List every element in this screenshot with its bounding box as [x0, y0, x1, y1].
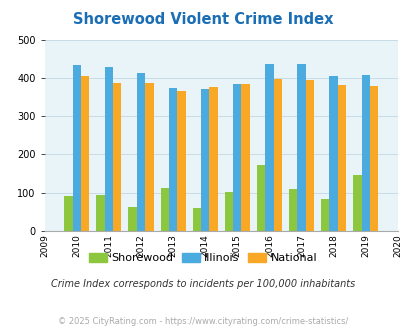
Bar [104, 67, 113, 231]
Bar [305, 80, 313, 231]
Text: Shorewood Violent Crime Index: Shorewood Violent Crime Index [72, 12, 333, 26]
Text: © 2025 CityRating.com - https://www.cityrating.com/crime-statistics/: © 2025 CityRating.com - https://www.city… [58, 317, 347, 326]
Bar [81, 76, 89, 231]
Bar [200, 89, 209, 231]
Bar [177, 90, 185, 231]
Bar [168, 88, 177, 231]
Bar [320, 199, 329, 231]
Bar [136, 73, 145, 231]
Legend: Shorewood, Illinois, National: Shorewood, Illinois, National [84, 248, 321, 267]
Bar [145, 83, 153, 231]
Bar [96, 195, 104, 231]
Bar [224, 192, 232, 231]
Bar [232, 84, 241, 231]
Bar [264, 64, 273, 231]
Bar [296, 64, 305, 231]
Bar [64, 196, 72, 231]
Bar [337, 85, 345, 231]
Bar [329, 76, 337, 231]
Bar [256, 165, 264, 231]
Bar [192, 208, 200, 231]
Bar [369, 86, 377, 231]
Bar [273, 79, 281, 231]
Bar [128, 207, 136, 231]
Bar [113, 83, 121, 231]
Bar [352, 175, 361, 231]
Bar [209, 87, 217, 231]
Bar [160, 188, 168, 231]
Bar [361, 75, 369, 231]
Text: Crime Index corresponds to incidents per 100,000 inhabitants: Crime Index corresponds to incidents per… [51, 279, 354, 289]
Bar [241, 84, 249, 231]
Bar [288, 189, 296, 231]
Bar [72, 65, 81, 231]
